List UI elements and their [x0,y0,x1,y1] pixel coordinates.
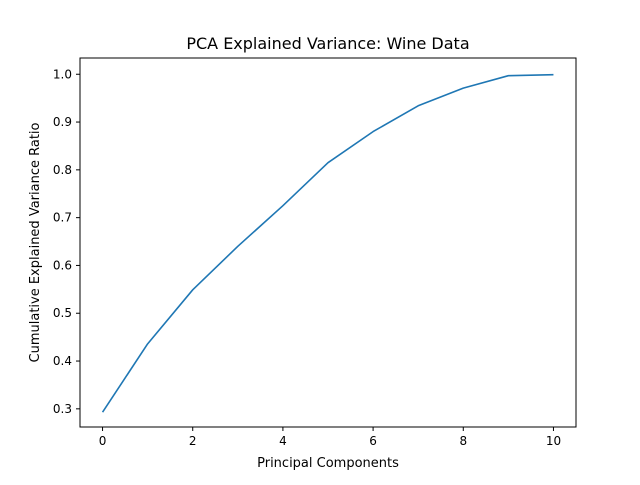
y-tick-label: 0.3 [53,402,72,416]
x-axis-label: Principal Components [257,456,399,471]
y-axis-label: Cumulative Explained Variance Ratio [28,122,43,362]
y-tick-label: 0.4 [53,354,72,368]
y-tick-label: 1.0 [53,67,72,81]
x-tick-label: 8 [459,434,467,448]
chart-title: PCA Explained Variance: Wine Data [186,34,469,53]
x-tick-label: 2 [189,434,197,448]
x-tick-label: 0 [99,434,107,448]
x-tick-label: 6 [369,434,377,448]
y-tick-label: 0.8 [53,163,72,177]
y-tick-label: 0.6 [53,258,72,272]
y-tick-label: 0.7 [53,211,72,225]
y-tick-label: 0.9 [53,115,72,129]
x-tick-label: 10 [546,434,561,448]
x-tick-label: 4 [279,434,287,448]
y-tick-label: 0.5 [53,306,72,320]
